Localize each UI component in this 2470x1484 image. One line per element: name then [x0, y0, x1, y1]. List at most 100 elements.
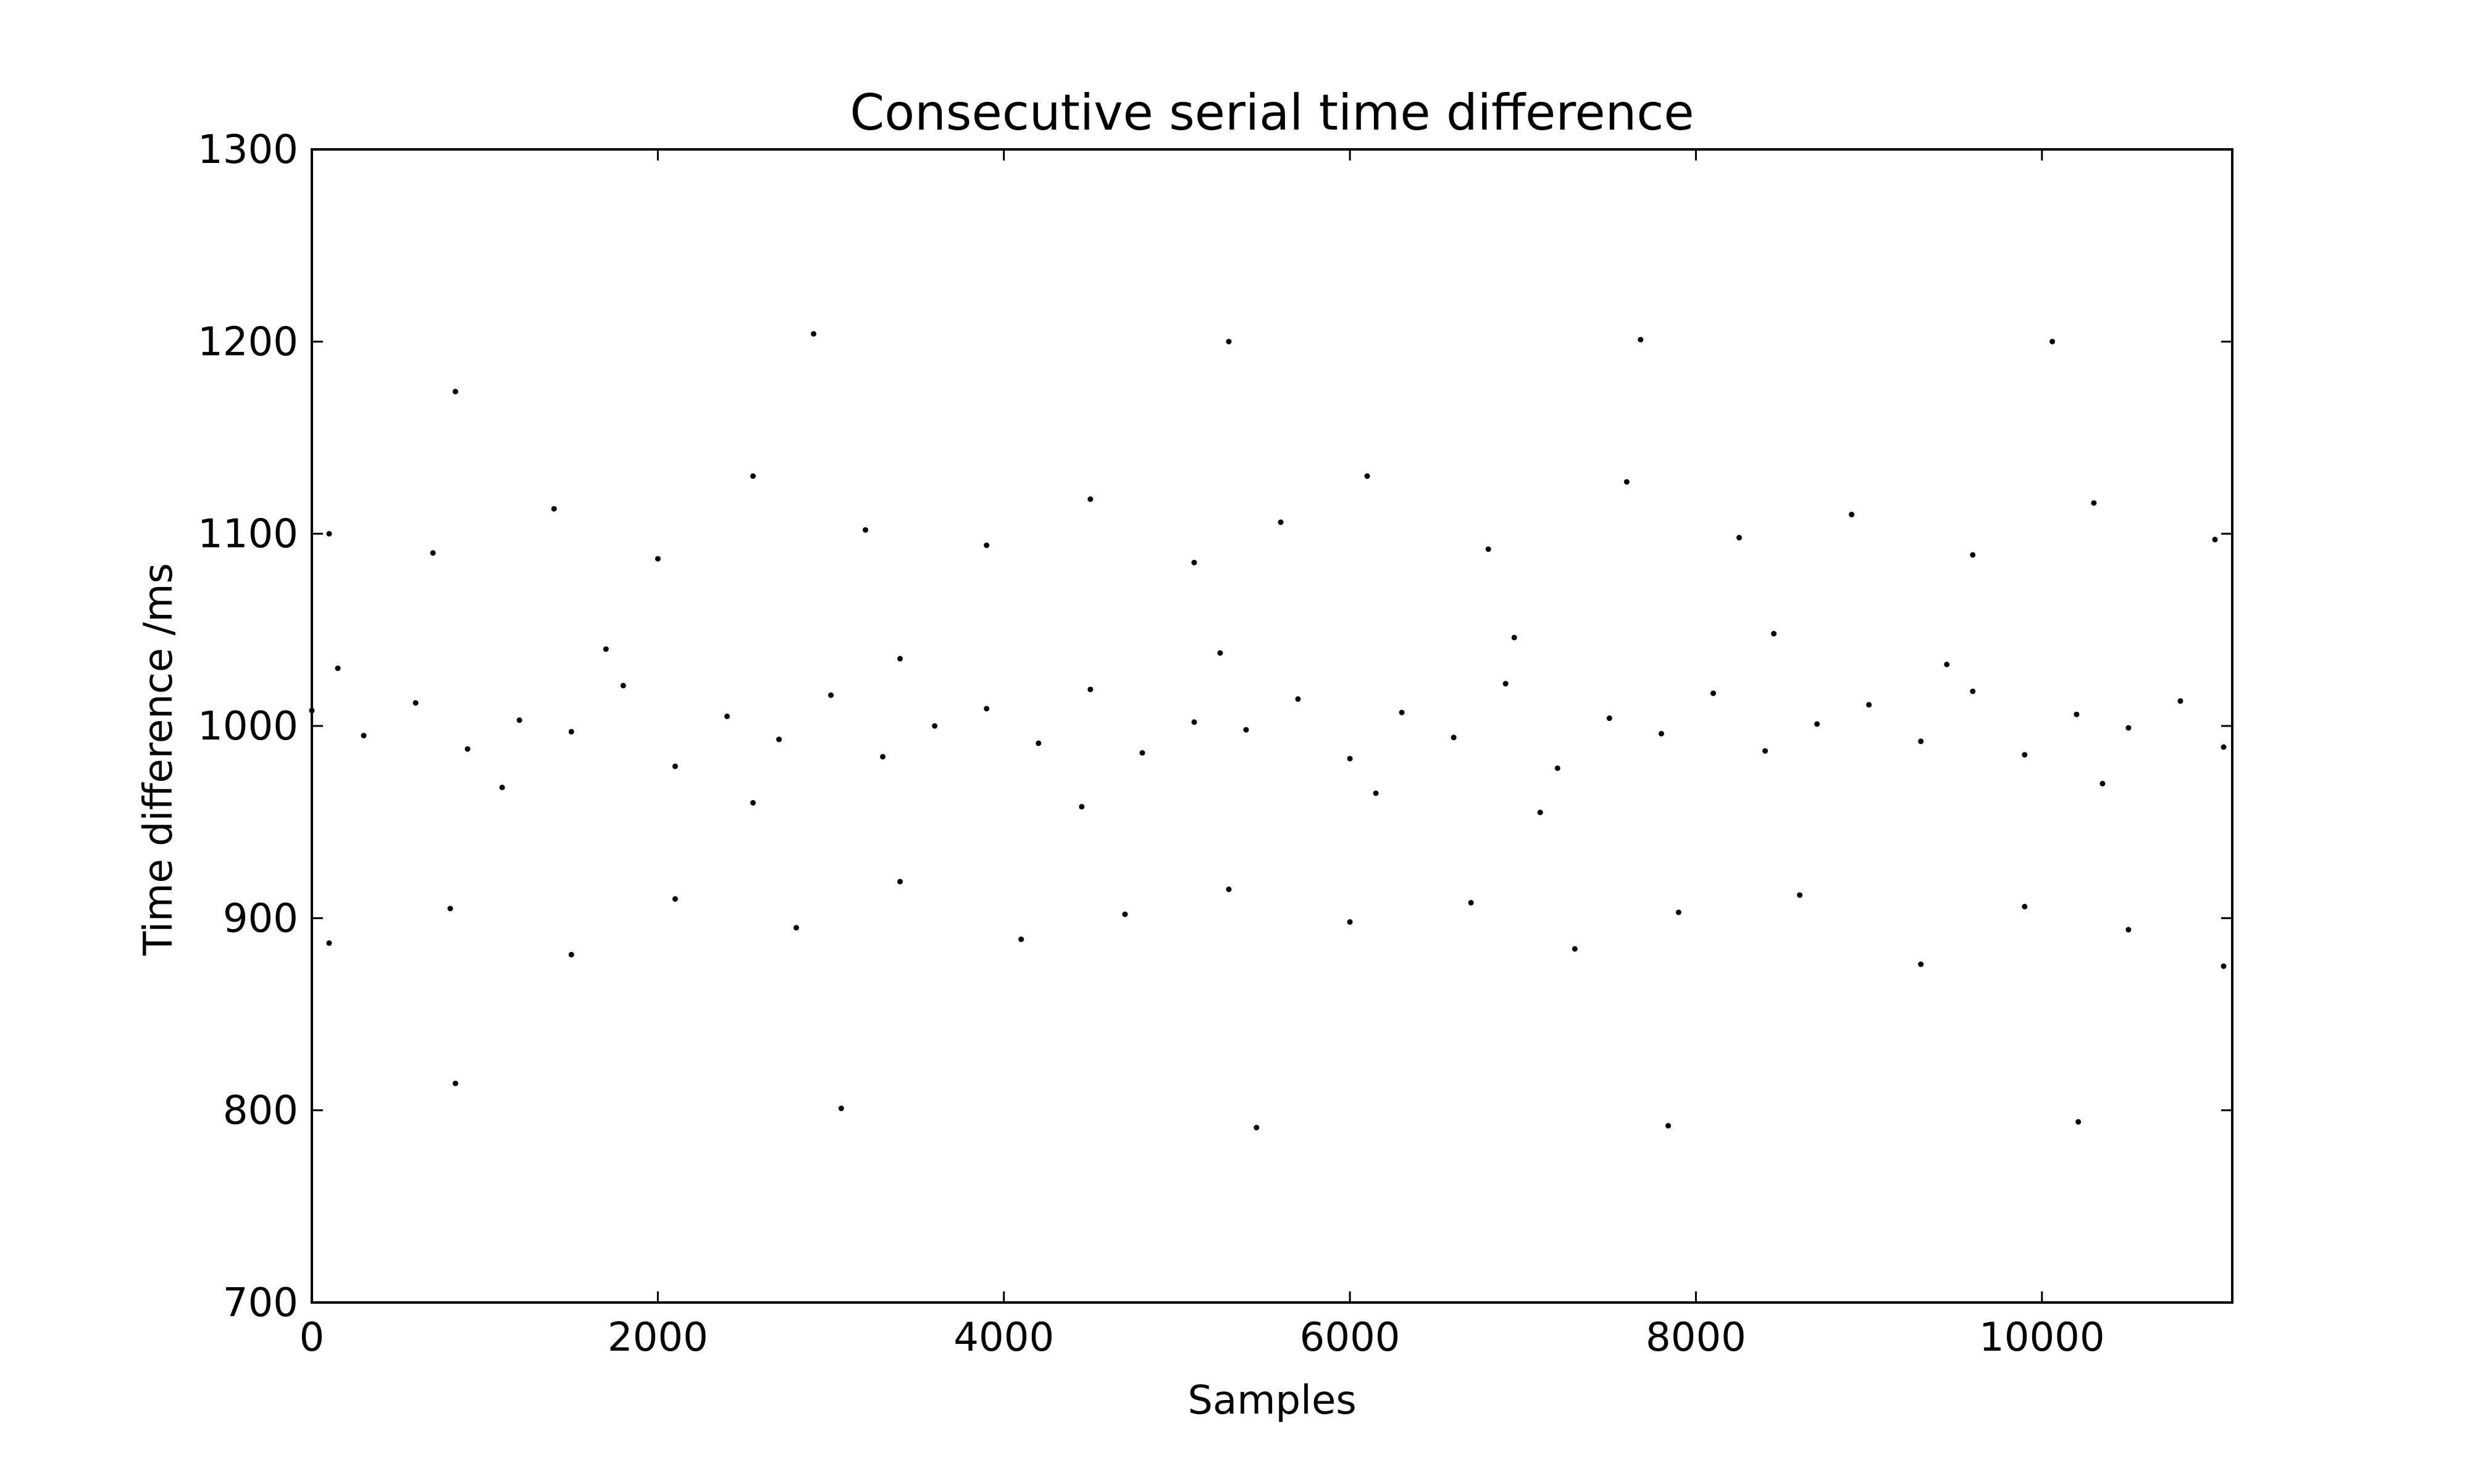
data-point — [1217, 650, 1223, 656]
data-point — [1606, 715, 1612, 722]
data-point — [1485, 546, 1491, 552]
data-point — [1675, 909, 1681, 915]
data-point — [672, 896, 678, 902]
data-point — [932, 723, 938, 729]
data-point — [1278, 519, 1284, 525]
data-point — [1623, 479, 1630, 485]
data-point — [1658, 730, 1664, 736]
data-point — [984, 706, 990, 712]
data-point — [1866, 702, 1872, 708]
y-tick-label: 1200 — [198, 319, 298, 365]
data-point — [620, 683, 626, 689]
data-point — [1572, 946, 1578, 952]
data-point — [326, 531, 332, 537]
data-point — [499, 785, 505, 791]
data-point — [750, 800, 756, 806]
data-point — [2177, 698, 2183, 704]
data-point — [1814, 721, 1820, 727]
data-point — [793, 925, 800, 931]
data-point — [1087, 686, 1094, 693]
x-tick-label: 0 — [299, 1315, 325, 1361]
data-point-layer — [309, 331, 2227, 1131]
data-point — [880, 754, 886, 760]
data-point — [2075, 1119, 2082, 1125]
data-point — [1079, 804, 1085, 810]
tick-layer: 0 2000 4000 6000 8000 10000 700 800 900 1000 1100 1… — [198, 127, 2232, 1361]
data-point — [568, 951, 574, 957]
data-point — [1364, 473, 1370, 479]
x-tick-label: 10000 — [1979, 1315, 2105, 1361]
data-point — [2221, 963, 2227, 969]
data-point — [2022, 752, 2028, 758]
data-point — [897, 656, 903, 662]
data-point — [453, 1080, 459, 1086]
data-point — [1970, 552, 1976, 558]
x-tick-label: 8000 — [1646, 1315, 1746, 1361]
data-point — [1243, 727, 1249, 733]
data-point — [811, 331, 817, 337]
data-point — [2074, 711, 2080, 717]
data-point — [897, 878, 903, 885]
data-point — [1918, 961, 1924, 967]
data-point — [1771, 631, 1777, 637]
data-point — [1710, 690, 1716, 696]
data-point — [2049, 338, 2056, 344]
data-point — [453, 388, 459, 394]
data-point — [361, 733, 367, 739]
data-point — [1087, 496, 1094, 502]
data-point — [2022, 904, 2028, 910]
data-point — [1762, 748, 1769, 754]
data-point — [1226, 886, 1232, 893]
data-point — [1918, 738, 1924, 744]
data-point — [1736, 535, 1742, 541]
data-point — [335, 665, 341, 672]
x-axis-label: Samples — [1187, 1378, 1356, 1424]
data-point — [655, 556, 661, 562]
data-point — [603, 646, 609, 652]
data-point — [1502, 681, 1509, 687]
data-point — [568, 728, 574, 735]
data-point — [1373, 790, 1379, 796]
y-tick-label: 900 — [223, 896, 298, 941]
data-point — [1254, 1125, 1260, 1131]
data-point — [1554, 765, 1560, 771]
data-point — [1451, 735, 1457, 741]
data-point — [838, 1106, 844, 1112]
data-point — [776, 736, 782, 743]
y-tick-label: 1000 — [198, 704, 298, 749]
data-point — [551, 506, 557, 512]
data-point — [1018, 936, 1024, 943]
data-point — [464, 746, 471, 752]
data-point — [1468, 899, 1474, 906]
data-point — [1399, 709, 1405, 715]
data-point — [412, 700, 419, 706]
data-point — [1347, 756, 1353, 762]
y-tick-label: 700 — [223, 1280, 298, 1326]
y-tick-label: 800 — [223, 1088, 298, 1134]
data-point — [430, 550, 436, 556]
data-point — [863, 527, 869, 533]
data-point — [2125, 927, 2132, 933]
data-point — [724, 713, 730, 719]
x-tick-label: 2000 — [608, 1315, 708, 1361]
data-point — [2212, 536, 2218, 543]
data-point — [1849, 512, 1855, 518]
data-point — [2091, 500, 2097, 506]
data-point — [1191, 719, 1197, 725]
data-point — [326, 940, 332, 946]
x-tick-label: 4000 — [953, 1315, 1054, 1361]
data-point — [672, 763, 678, 769]
data-point — [1511, 635, 1517, 641]
data-point — [1797, 892, 1803, 898]
data-point — [2221, 744, 2227, 750]
data-point — [1191, 559, 1197, 565]
data-point — [1295, 696, 1301, 702]
y-axis-label: Time difference /ms — [136, 563, 182, 956]
data-point — [447, 906, 453, 912]
data-point — [1638, 336, 1644, 343]
data-point — [1226, 338, 1232, 344]
data-point — [2100, 780, 2106, 786]
data-point — [828, 692, 834, 698]
